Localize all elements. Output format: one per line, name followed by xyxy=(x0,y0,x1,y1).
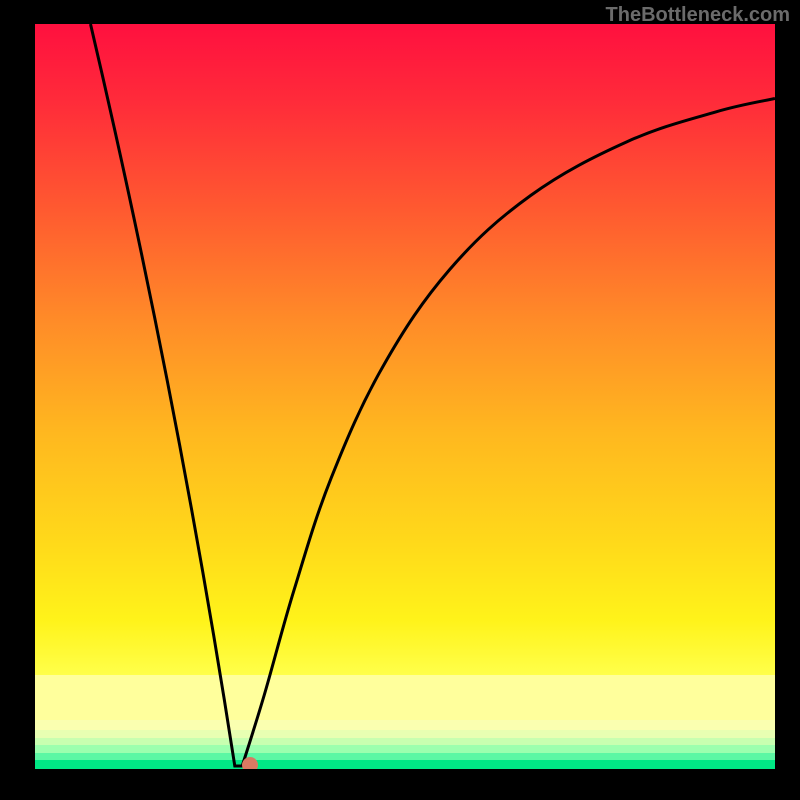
curve-layer xyxy=(35,24,775,769)
curve-path xyxy=(91,24,776,766)
watermark-text: TheBottleneck.com xyxy=(606,4,790,27)
plot-area xyxy=(35,24,775,769)
chart-container: TheBottleneck.com xyxy=(0,0,800,800)
minimum-marker xyxy=(242,757,258,769)
